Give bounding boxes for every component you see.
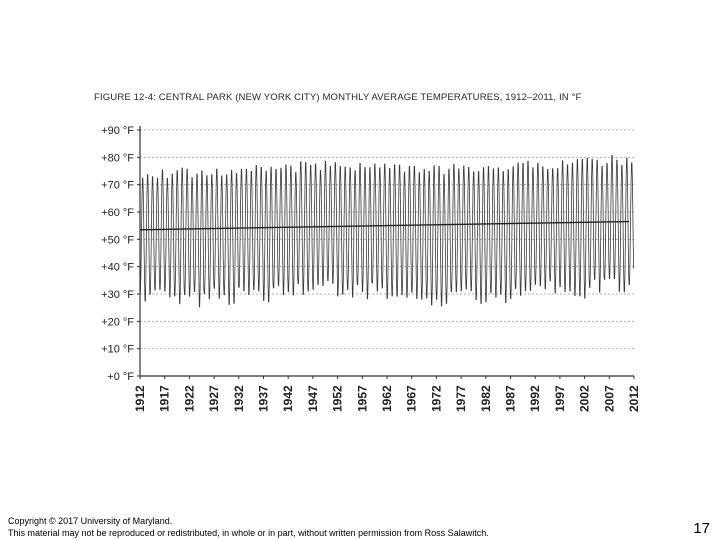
x-tick-label: 2007 bbox=[602, 385, 616, 412]
y-tick-label: +60 °F bbox=[101, 207, 134, 219]
copyright-line-1: Copyright © 2017 University of Maryland. bbox=[8, 516, 173, 526]
x-tick-label: 1922 bbox=[182, 385, 196, 412]
figure-title: FIGURE 12-4: CENTRAL PARK (NEW YORK CITY… bbox=[94, 92, 582, 103]
x-tick-label: 1962 bbox=[380, 385, 394, 412]
copyright-notice: Copyright © 2017 University of Maryland.… bbox=[8, 515, 489, 539]
x-tick-label: 1912 bbox=[133, 385, 147, 412]
trend-layer bbox=[139, 220, 630, 231]
y-tick-label: +40 °F bbox=[101, 262, 134, 274]
slide-number: 17 bbox=[693, 520, 710, 537]
x-tick-labels: 1912 1917 1922 1927 1932 1937 1942 1947 1952 1957… bbox=[133, 385, 641, 412]
x-tick-label: 1957 bbox=[355, 385, 369, 412]
x-tick-label: 1927 bbox=[207, 385, 221, 412]
x-tick-label: 1967 bbox=[405, 385, 419, 412]
x-tick-label: 1937 bbox=[257, 385, 271, 412]
x-tick-label: 1992 bbox=[528, 385, 542, 412]
series-layer bbox=[140, 154, 634, 308]
x-tick-label: 1952 bbox=[331, 385, 345, 412]
y-tick-labels: +0 °F +10 °F +20 °F +30 °F +40 °F +50 °F +60 °… bbox=[101, 125, 134, 383]
x-tick-label: 1932 bbox=[232, 385, 246, 412]
y-tick-label: +30 °F bbox=[101, 289, 134, 301]
y-tick-label: +90 °F bbox=[101, 125, 134, 137]
copyright-line-2: This material may not be reproduced or r… bbox=[8, 528, 489, 538]
y-tick-label: +70 °F bbox=[101, 180, 134, 192]
monthly-temperature-line bbox=[140, 154, 634, 308]
x-tick-label: 1987 bbox=[504, 385, 518, 412]
x-tick-label: 2002 bbox=[578, 385, 592, 412]
x-tick-label: 1942 bbox=[281, 385, 295, 412]
grid-lines bbox=[140, 129, 634, 350]
y-tick-label: +50 °F bbox=[101, 234, 134, 246]
x-tick-label: 1997 bbox=[553, 385, 567, 412]
x-tick-label: 1917 bbox=[158, 385, 172, 412]
axes bbox=[137, 126, 635, 379]
y-tick-label: +0 °F bbox=[107, 371, 134, 383]
y-tick-label: +20 °F bbox=[101, 316, 134, 328]
x-tick-label: 1982 bbox=[479, 385, 493, 412]
x-tick-label: 1972 bbox=[429, 385, 443, 412]
y-tick-label: +80 °F bbox=[101, 152, 134, 164]
y-tick-label: +10 °F bbox=[101, 344, 134, 356]
trend-line bbox=[139, 220, 630, 231]
x-tick-label: 1977 bbox=[454, 385, 468, 412]
x-tick-label: 1947 bbox=[306, 385, 320, 412]
x-tick-label: 2012 bbox=[627, 385, 641, 412]
